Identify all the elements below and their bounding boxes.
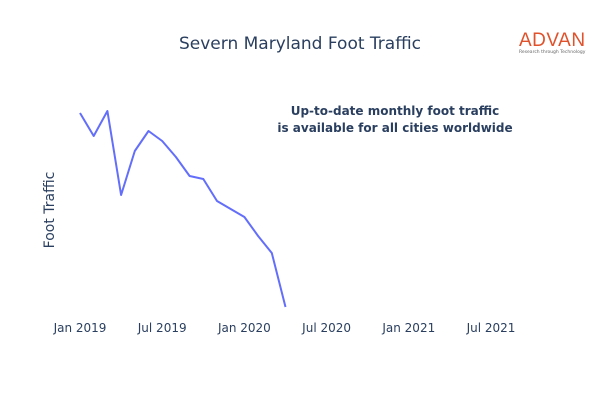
data-point[interactable] xyxy=(186,172,194,180)
data-point[interactable] xyxy=(268,249,276,257)
data-point[interactable] xyxy=(227,205,235,213)
x-tick-label: Jul 2020 xyxy=(301,321,351,335)
data-point[interactable] xyxy=(103,107,111,115)
annotation-line-1: Up-to-date monthly foot traffic xyxy=(290,104,500,118)
data-point[interactable] xyxy=(90,132,98,140)
data-point[interactable] xyxy=(240,213,248,221)
data-point[interactable] xyxy=(76,109,84,117)
data-point[interactable] xyxy=(172,153,180,161)
chart-title: Severn Maryland Foot Traffic xyxy=(178,34,421,54)
data-point[interactable] xyxy=(254,232,262,240)
annotation: Up-to-date monthly foot traffic is avail… xyxy=(270,103,520,137)
data-point[interactable] xyxy=(117,191,125,199)
annotation-line-2: is available for all cities worldwide xyxy=(277,121,513,135)
logo-name: ADVAN xyxy=(519,30,586,51)
data-point[interactable] xyxy=(213,197,221,205)
logo-tagline: Research through Technology xyxy=(519,50,586,55)
series-line xyxy=(79,110,287,308)
advan-logo: ADVAN Research through Technology xyxy=(519,31,586,55)
x-tick-label: Jan 2019 xyxy=(53,321,107,335)
data-point[interactable] xyxy=(145,127,153,135)
data-point[interactable] xyxy=(199,175,207,183)
data-point[interactable] xyxy=(282,303,290,311)
data-point[interactable] xyxy=(158,137,166,145)
x-tick-label: Jan 2021 xyxy=(381,321,435,335)
x-tick-label: Jul 2021 xyxy=(466,321,516,335)
x-tick-label: Jan 2020 xyxy=(217,321,271,335)
x-tick-label: Jul 2019 xyxy=(137,321,187,335)
data-point[interactable] xyxy=(131,147,139,155)
